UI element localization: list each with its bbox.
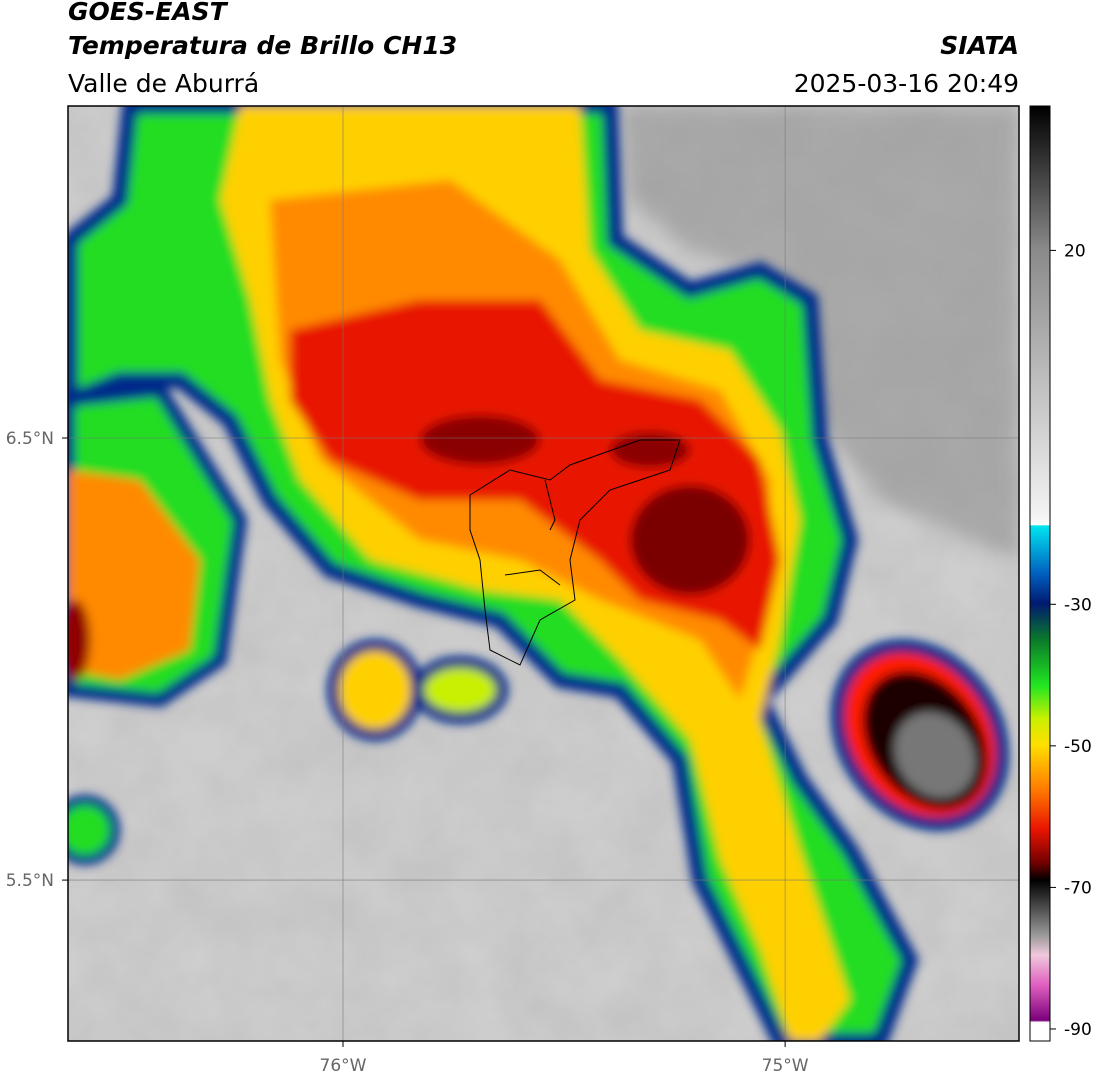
lon-tick-label: 75°W [762, 1056, 809, 1076]
source: SIATA [940, 31, 1019, 60]
satellite-image [68, 106, 1019, 1041]
colorbar-tick-label: -50 [1064, 737, 1092, 757]
datetime: 2025-03-16 20:49 [794, 69, 1019, 98]
colorbar-tick-label: -70 [1064, 878, 1092, 898]
colorbar-tick-label: -30 [1064, 595, 1092, 615]
map-frame [67, 105, 1020, 1042]
subtitle: Temperatura de Brillo CH13 [68, 31, 457, 60]
colorbar [1029, 105, 1051, 1042]
lat-tick-label: 5.5°N [6, 871, 54, 891]
region: Valle de Aburrá [68, 69, 259, 98]
colorbar-tick-label: 20 [1064, 241, 1086, 261]
title: GOES-EAST [68, 0, 229, 26]
lat-tick-label: 6.5°N [6, 429, 54, 449]
lon-tick-label: 76°W [320, 1056, 367, 1076]
colorbar-tick-label: -90 [1064, 1020, 1092, 1040]
